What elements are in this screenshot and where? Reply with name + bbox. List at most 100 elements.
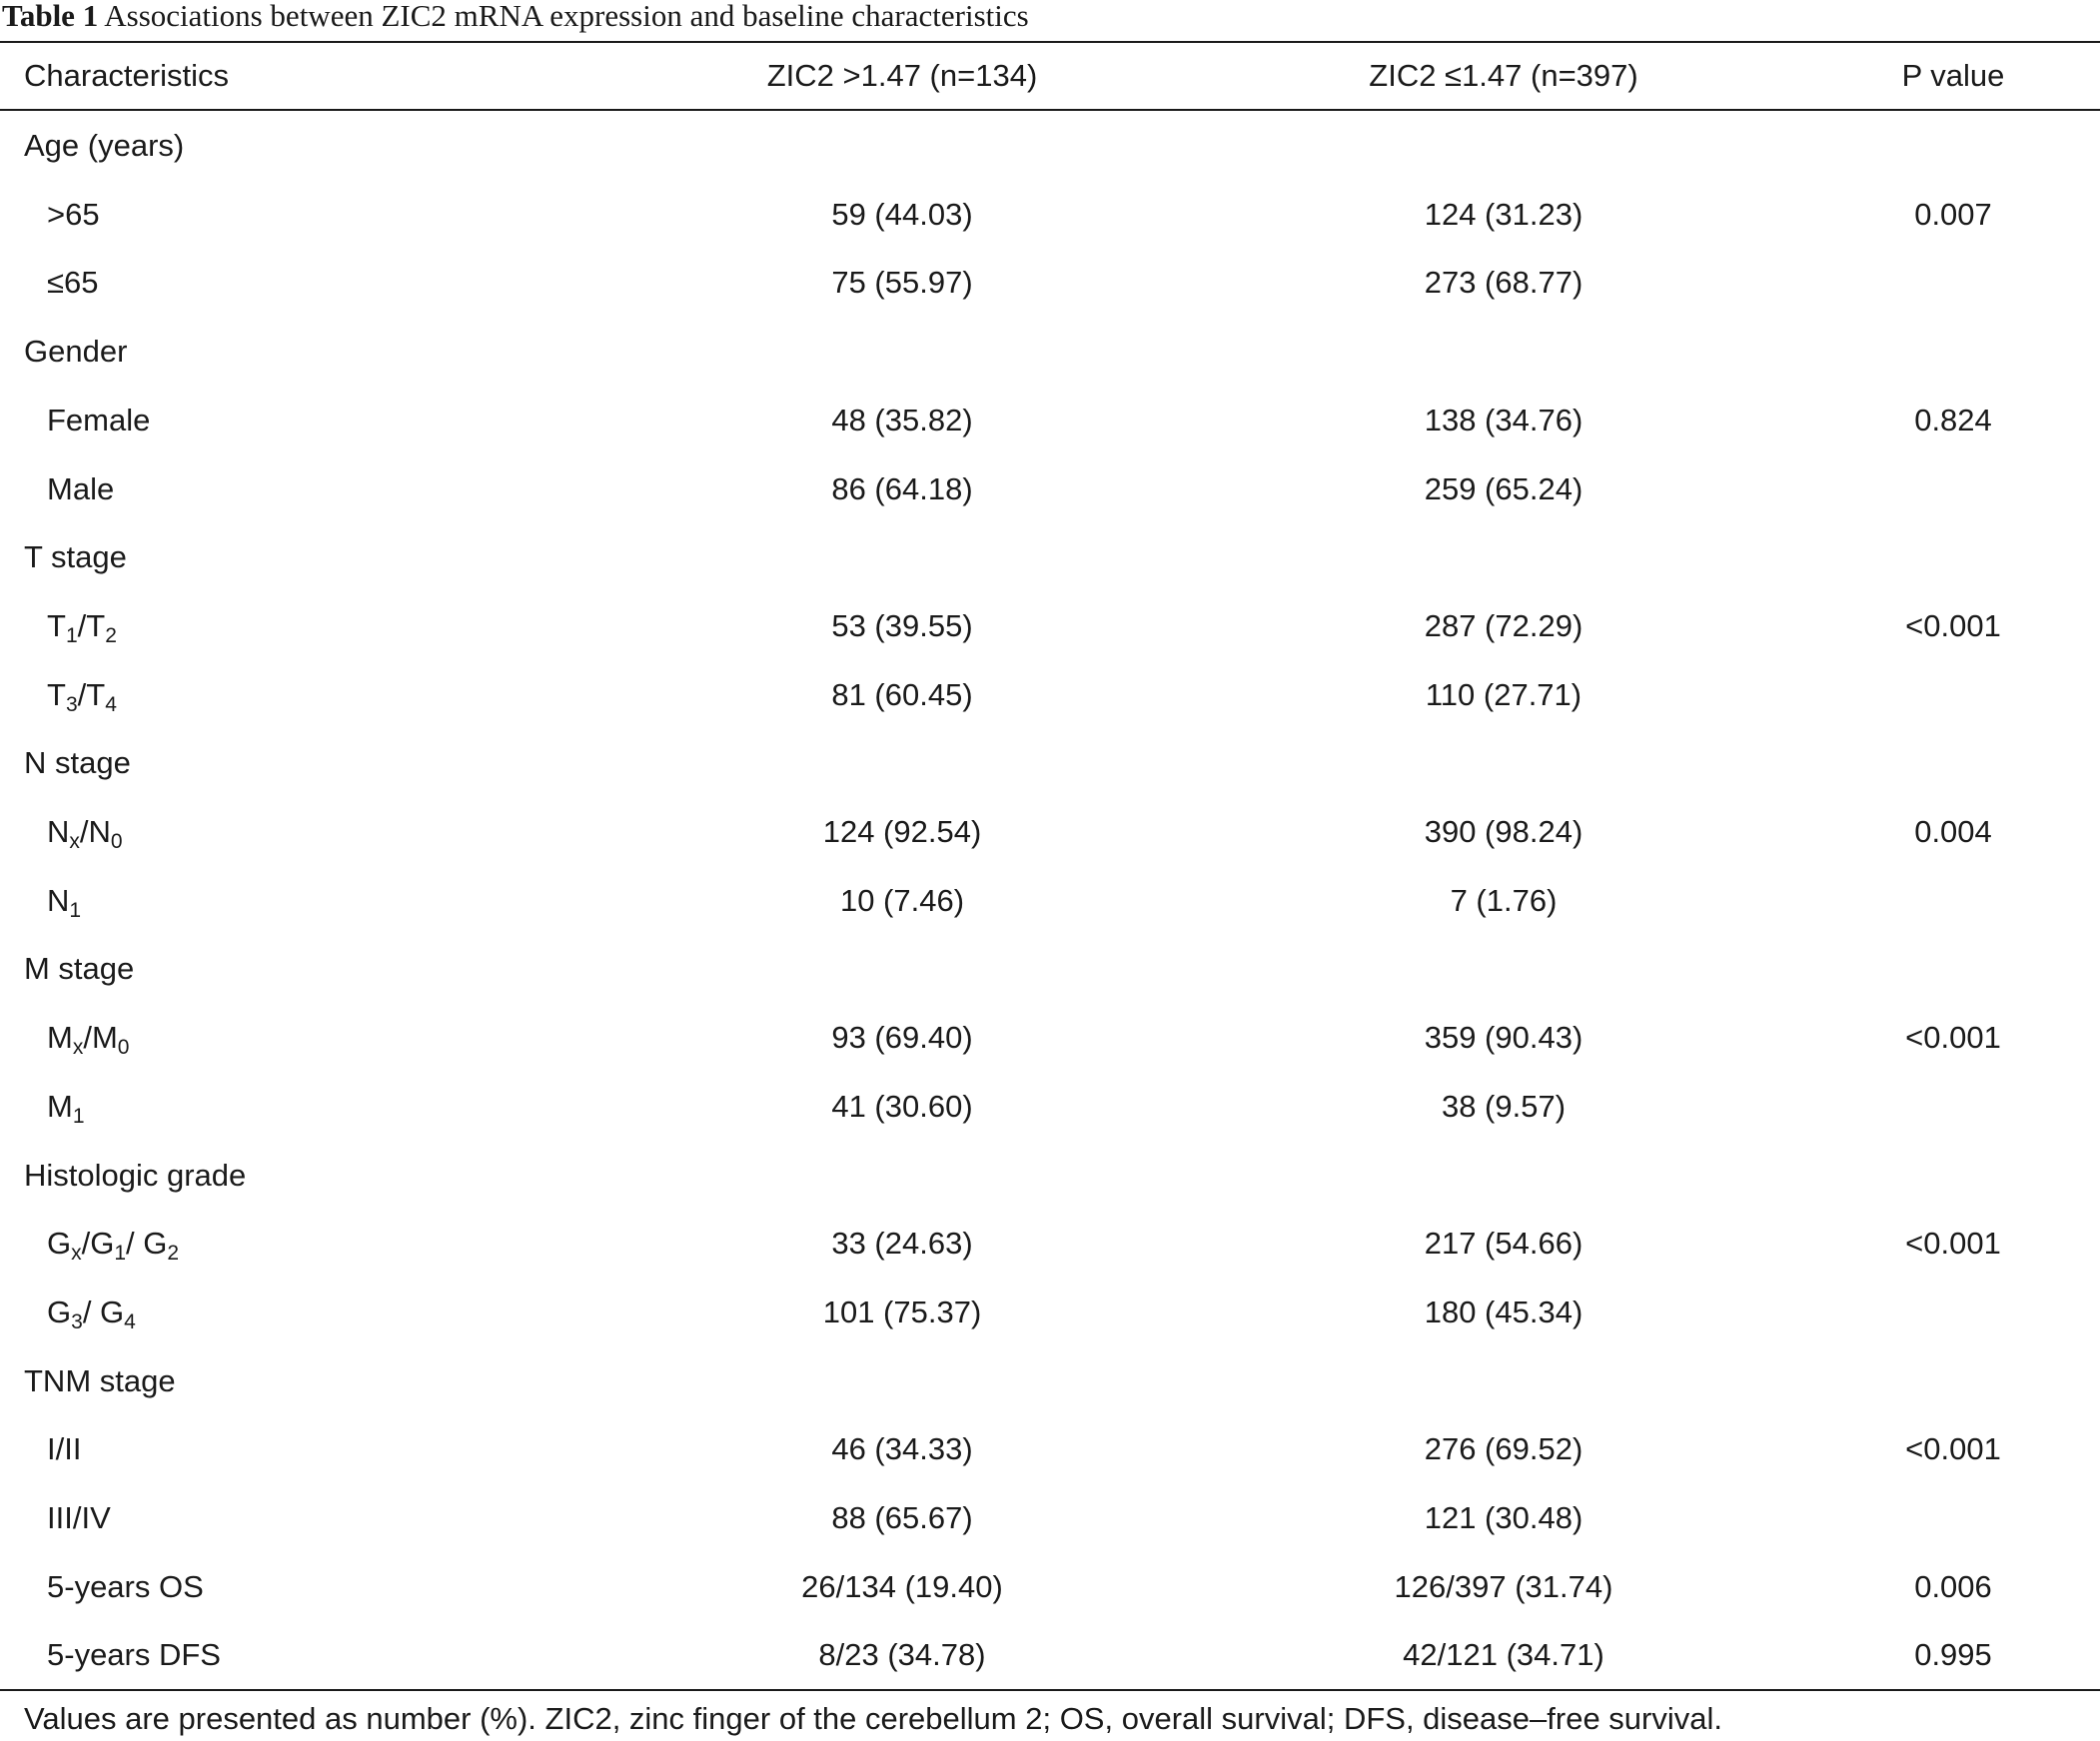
row-characteristic: ≤65	[47, 265, 99, 301]
row-zic2-low: 287 (72.29)	[1424, 607, 1583, 643]
row-characteristic: I/II	[47, 1431, 82, 1467]
row-zic2-high: 101 (75.37)	[822, 1294, 982, 1329]
table-row: M1 41 (30.60) 38 (9.57)	[0, 1072, 2100, 1141]
header-characteristics: Characteristics	[24, 58, 229, 93]
row-zic2-low	[1204, 111, 1803, 180]
row-zic2-high	[602, 1141, 1202, 1210]
row-p-value: 0.824	[1914, 402, 1992, 437]
row-p-value	[1803, 1483, 2100, 1552]
row-zic2-low: 180 (45.34)	[1424, 1294, 1583, 1329]
row-zic2-high: 8/23 (34.78)	[818, 1637, 986, 1673]
row-characteristic: T1/T2	[47, 607, 117, 647]
row-characteristic: >65	[47, 196, 100, 232]
row-p-value	[1803, 1346, 2100, 1415]
table-row: Age (years)	[0, 111, 2100, 180]
row-p-value	[1803, 934, 2100, 1003]
table-caption-text: Associations between ZIC2 mRNA expressio…	[104, 0, 1029, 33]
row-characteristic: G3/ G4	[47, 1294, 136, 1333]
row-p-value: <0.001	[1905, 1020, 2001, 1056]
row-p-value: 0.006	[1914, 1568, 1992, 1604]
table-row: >65 59 (44.03) 124 (31.23) 0.007	[0, 180, 2100, 249]
row-zic2-high	[602, 934, 1202, 1003]
row-zic2-high: 10 (7.46)	[839, 882, 965, 918]
row-characteristic: M1	[47, 1088, 85, 1128]
row-zic2-low	[1204, 317, 1803, 386]
table-row: T1/T2 53 (39.55) 287 (72.29) <0.001	[0, 591, 2100, 660]
row-zic2-high	[602, 111, 1202, 180]
row-zic2-high: 124 (92.54)	[822, 814, 982, 849]
table-caption: Table 1 Associations between ZIC2 mRNA e…	[2, 0, 1029, 34]
table-row: 5-years OS 26/134 (19.40) 126/397 (31.74) 0…	[0, 1552, 2100, 1621]
row-zic2-high: 26/134 (19.40)	[801, 1568, 1003, 1604]
row-p-value: 0.004	[1914, 814, 1992, 849]
row-p-value: <0.001	[1905, 1431, 2001, 1467]
table-row: Mx/M0 93 (69.40) 359 (90.43) <0.001	[0, 1003, 2100, 1072]
table-row: Gx/G1/ G2 33 (24.63) 217 (54.66) <0.001	[0, 1209, 2100, 1278]
row-p-value: 0.995	[1914, 1637, 1992, 1673]
row-p-value	[1803, 1278, 2100, 1346]
row-zic2-low	[1204, 1346, 1803, 1415]
row-zic2-low: 138 (34.76)	[1424, 402, 1583, 437]
row-characteristic: 5-years OS	[47, 1568, 204, 1604]
table-row: T3/T4 81 (60.45) 110 (27.71)	[0, 660, 2100, 729]
table-row: I/II 46 (34.33) 276 (69.52) <0.001	[0, 1414, 2100, 1483]
table-row: N1 10 (7.46) 7 (1.76)	[0, 866, 2100, 935]
row-zic2-high: 53 (39.55)	[831, 607, 973, 643]
row-characteristic: Mx/M0	[47, 1020, 130, 1060]
row-p-value	[1803, 111, 2100, 180]
table-footnote: Values are presented as number (%). ZIC2…	[24, 1701, 1722, 1736]
row-characteristic: Gender	[24, 334, 128, 370]
row-characteristic: N1	[47, 882, 82, 922]
row-characteristic: T stage	[24, 539, 127, 575]
row-characteristic: T3/T4	[47, 676, 117, 716]
table-row: N stage	[0, 728, 2100, 797]
row-zic2-high	[602, 317, 1202, 386]
table-row: M stage	[0, 934, 2100, 1003]
table-top-rule	[0, 41, 2100, 43]
row-zic2-high	[602, 728, 1202, 797]
table-row: T stage	[0, 522, 2100, 591]
row-characteristic: Male	[47, 470, 115, 506]
table-row: III/IV 88 (65.67) 121 (30.48)	[0, 1483, 2100, 1552]
row-characteristic: TNM stage	[24, 1362, 176, 1398]
table-row: Female 48 (35.82) 138 (34.76) 0.824	[0, 386, 2100, 454]
row-p-value	[1803, 1141, 2100, 1210]
row-zic2-high: 41 (30.60)	[831, 1088, 973, 1124]
table-row: ≤65 75 (55.97) 273 (68.77)	[0, 248, 2100, 317]
row-zic2-low: 217 (54.66)	[1424, 1226, 1583, 1262]
row-zic2-low: 121 (30.48)	[1424, 1500, 1583, 1535]
row-zic2-high: 46 (34.33)	[831, 1431, 973, 1467]
row-zic2-low: 359 (90.43)	[1424, 1020, 1583, 1056]
row-p-value	[1803, 866, 2100, 935]
row-characteristic: M stage	[24, 951, 135, 987]
table-row: Male 86 (64.18) 259 (65.24)	[0, 454, 2100, 523]
row-p-value	[1803, 728, 2100, 797]
row-characteristic: III/IV	[47, 1500, 111, 1535]
row-zic2-low: 124 (31.23)	[1424, 196, 1583, 232]
row-p-value	[1803, 248, 2100, 317]
row-p-value: <0.001	[1905, 1226, 2001, 1262]
row-p-value	[1803, 454, 2100, 523]
row-zic2-low	[1204, 522, 1803, 591]
row-zic2-high: 48 (35.82)	[831, 402, 973, 437]
header-zic2-high: ZIC2 >1.47 (n=134)	[766, 58, 1038, 93]
table-header-rule	[0, 109, 2100, 111]
table-caption-label: Table 1	[2, 0, 99, 33]
row-zic2-low	[1204, 934, 1803, 1003]
row-p-value: <0.001	[1905, 607, 2001, 643]
row-p-value	[1803, 660, 2100, 729]
row-zic2-high: 88 (65.67)	[831, 1500, 973, 1535]
row-zic2-low: 276 (69.52)	[1424, 1431, 1583, 1467]
row-zic2-low: 126/397 (31.74)	[1394, 1568, 1613, 1604]
row-characteristic: Gx/G1/ G2	[47, 1226, 180, 1266]
header-p-value: P value	[1901, 58, 2005, 93]
table-row: 5-years DFS 8/23 (34.78) 42/121 (34.71) 0.9…	[0, 1620, 2100, 1689]
row-p-value	[1803, 1072, 2100, 1141]
row-zic2-high: 93 (69.40)	[831, 1020, 973, 1056]
row-zic2-low: 38 (9.57)	[1441, 1088, 1567, 1124]
row-zic2-low: 390 (98.24)	[1424, 814, 1583, 849]
row-p-value	[1803, 522, 2100, 591]
table-row: Gender	[0, 317, 2100, 386]
row-zic2-high	[602, 1346, 1202, 1415]
row-characteristic: N stage	[24, 745, 131, 781]
